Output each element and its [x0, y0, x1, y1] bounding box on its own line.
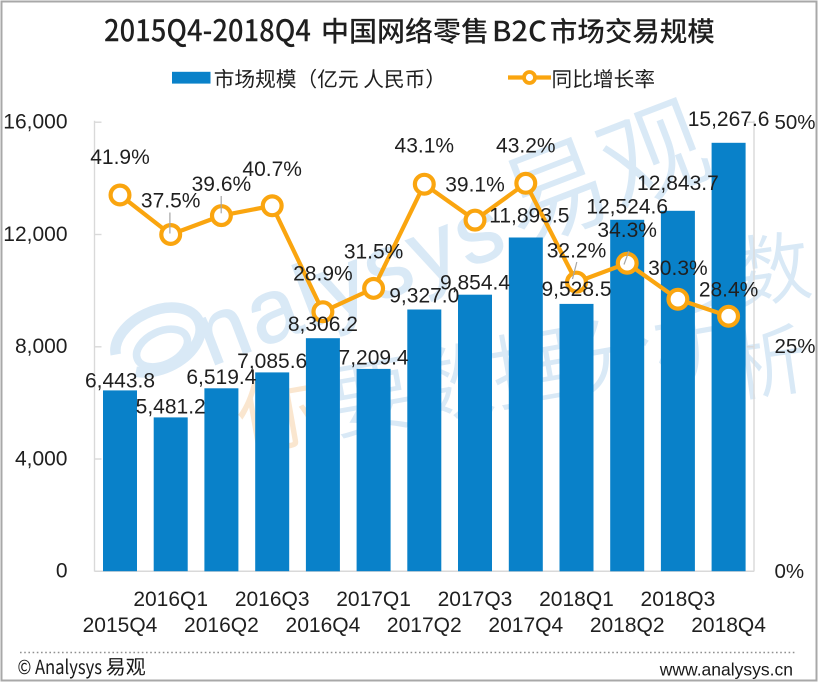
svg-text:2018Q1: 2018Q1: [539, 588, 614, 611]
svg-text:7,209.4: 7,209.4: [339, 346, 409, 369]
svg-text:9,327.0: 9,327.0: [389, 285, 459, 308]
svg-text:2018Q4: 2018Q4: [691, 614, 766, 637]
svg-text:6,519.4: 6,519.4: [186, 366, 256, 389]
svg-text:37.5%: 37.5%: [141, 190, 201, 213]
svg-text:www.analysys.cn: www.analysys.cn: [659, 660, 793, 680]
svg-text:50%: 50%: [775, 111, 816, 134]
svg-text:28.4%: 28.4%: [699, 279, 759, 302]
svg-text:2016Q3: 2016Q3: [235, 588, 310, 611]
svg-text:2017Q1: 2017Q1: [336, 588, 411, 611]
svg-text:15,267.6: 15,267.6: [688, 108, 770, 131]
svg-text:2017Q4: 2017Q4: [488, 614, 563, 637]
svg-text:28.9%: 28.9%: [293, 263, 353, 286]
svg-text:34.3%: 34.3%: [597, 219, 657, 242]
svg-text:2016Q1: 2016Q1: [133, 588, 208, 611]
svg-text:12,524.6: 12,524.6: [586, 196, 668, 219]
svg-text:5,481.2: 5,481.2: [136, 396, 206, 419]
svg-text:2018Q3: 2018Q3: [641, 588, 716, 611]
svg-text:0%: 0%: [775, 560, 805, 583]
svg-text:43.2%: 43.2%: [496, 135, 556, 158]
svg-text:9,528.5: 9,528.5: [541, 278, 611, 301]
svg-text:43.1%: 43.1%: [395, 135, 455, 158]
svg-text:12,843.7: 12,843.7: [637, 172, 719, 195]
svg-text:2016Q4: 2016Q4: [286, 614, 361, 637]
svg-text:9,854.4: 9,854.4: [440, 272, 510, 295]
svg-text:2016Q2: 2016Q2: [184, 614, 259, 637]
svg-text:8,000: 8,000: [15, 335, 68, 358]
svg-text:11,893.5: 11,893.5: [489, 205, 569, 228]
svg-text:2018Q2: 2018Q2: [590, 614, 665, 637]
svg-text:6,443.8: 6,443.8: [85, 370, 155, 393]
svg-text:40.7%: 40.7%: [242, 158, 302, 181]
svg-text:7,085.6: 7,085.6: [237, 350, 307, 373]
svg-text:2017Q2: 2017Q2: [387, 614, 462, 637]
svg-text:12,000: 12,000: [3, 223, 67, 246]
svg-text:2017Q3: 2017Q3: [438, 588, 513, 611]
svg-text:8,306.2: 8,306.2: [288, 313, 358, 336]
svg-text:25%: 25%: [775, 335, 816, 358]
svg-text:16,000: 16,000: [3, 111, 67, 134]
svg-text:41.9%: 41.9%: [90, 146, 150, 169]
svg-text:39.1%: 39.1%: [445, 174, 505, 197]
svg-text:4,000: 4,000: [15, 447, 68, 470]
svg-text:39.6%: 39.6%: [192, 173, 252, 196]
svg-text:0: 0: [56, 560, 68, 583]
svg-text:2015Q4: 2015Q4: [83, 614, 158, 637]
svg-text:32.2%: 32.2%: [547, 240, 607, 263]
svg-text:30.3%: 30.3%: [648, 257, 708, 280]
svg-text:31.5%: 31.5%: [344, 241, 404, 264]
